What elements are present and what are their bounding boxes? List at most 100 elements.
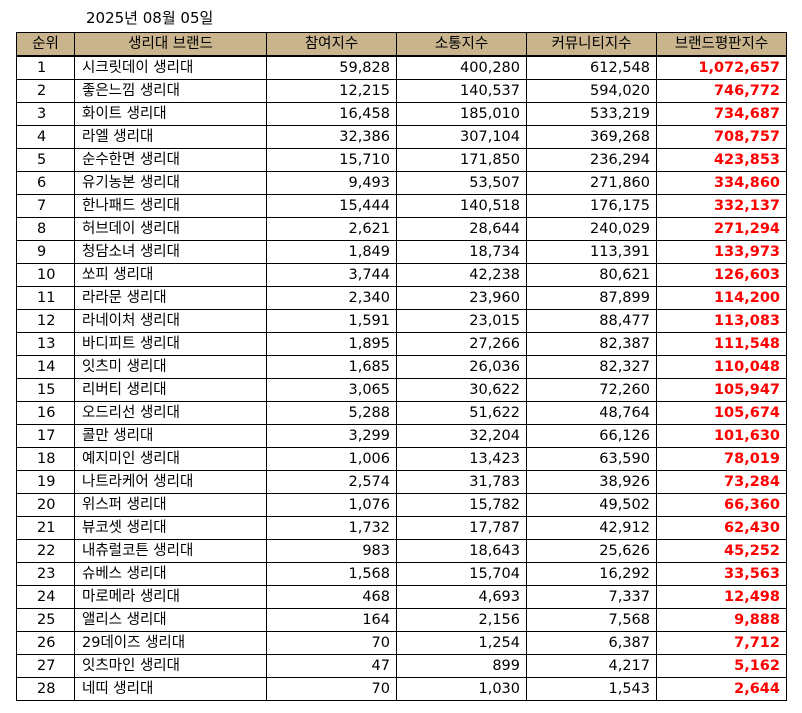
- cell-participation: 1,732: [266, 516, 397, 540]
- cell-reputation: 133,973: [656, 240, 787, 264]
- cell-rank: 25: [16, 608, 75, 632]
- header-reputation: 브랜드평판지수: [656, 32, 787, 57]
- cell-brand: 마로메라 생리대: [74, 585, 267, 609]
- cell-participation: 1,006: [266, 447, 397, 471]
- cell-participation: 12,215: [266, 79, 397, 103]
- cell-reputation: 78,019: [656, 447, 787, 471]
- table-row: 25 앨리스 생리대 164 2,156 7,568 9,888: [16, 608, 787, 632]
- cell-reputation: 126,603: [656, 263, 787, 287]
- cell-rank: 15: [16, 378, 75, 402]
- header-row: 순위 생리대 브랜드 참여지수 소통지수 커뮤니티지수 브랜드평판지수: [16, 32, 787, 57]
- cell-reputation: 45,252: [656, 539, 787, 563]
- cell-rank: 28: [16, 677, 75, 701]
- cell-community: 113,391: [526, 240, 657, 264]
- table-row: 18 예지미인 생리대 1,006 13,423 63,590 78,019: [16, 447, 787, 471]
- cell-reputation: 334,860: [656, 171, 787, 195]
- cell-communication: 18,643: [396, 539, 527, 563]
- cell-brand: 내츄럴코튼 생리대: [74, 539, 267, 563]
- table-row: 26 29데이즈 생리대 70 1,254 6,387 7,712: [16, 631, 787, 655]
- cell-communication: 18,734: [396, 240, 527, 264]
- cell-brand: 유기농본 생리대: [74, 171, 267, 195]
- cell-communication: 28,644: [396, 217, 527, 241]
- cell-brand: 바디피트 생리대: [74, 332, 267, 356]
- cell-communication: 400,280: [396, 55, 527, 80]
- header-community: 커뮤니티지수: [526, 32, 657, 57]
- cell-brand: 허브데이 생리대: [74, 217, 267, 241]
- cell-participation: 70: [266, 631, 397, 655]
- cell-communication: 171,850: [396, 148, 527, 172]
- cell-communication: 51,622: [396, 401, 527, 425]
- cell-community: 16,292: [526, 562, 657, 586]
- cell-communication: 53,507: [396, 171, 527, 195]
- cell-brand: 앨리스 생리대: [74, 608, 267, 632]
- cell-participation: 2,621: [266, 217, 397, 241]
- table-row: 19 나트라케어 생리대 2,574 31,783 38,926 73,284: [16, 470, 787, 494]
- cell-reputation: 111,548: [656, 332, 787, 356]
- cell-reputation: 12,498: [656, 585, 787, 609]
- table-row: 21 뷰코셋 생리대 1,732 17,787 42,912 62,430: [16, 516, 787, 540]
- cell-communication: 1,254: [396, 631, 527, 655]
- table-row: 17 콜만 생리대 3,299 32,204 66,126 101,630: [16, 424, 787, 448]
- table-row: 22 내츄럴코튼 생리대 983 18,643 25,626 45,252: [16, 539, 787, 563]
- cell-participation: 2,340: [266, 286, 397, 310]
- cell-reputation: 734,687: [656, 102, 787, 126]
- cell-reputation: 271,294: [656, 217, 787, 241]
- cell-rank: 11: [16, 286, 75, 310]
- cell-rank: 27: [16, 654, 75, 678]
- cell-communication: 27,266: [396, 332, 527, 356]
- table-row: 27 잇츠마인 생리대 47 899 4,217 5,162: [16, 654, 787, 678]
- cell-participation: 70: [266, 677, 397, 701]
- cell-rank: 3: [16, 102, 75, 126]
- cell-participation: 164: [266, 608, 397, 632]
- cell-brand: 콜만 생리대: [74, 424, 267, 448]
- table-row: 1 시크릿데이 생리대 59,828 400,280 612,548 1,072,657: [16, 55, 787, 80]
- table-row: 3 화이트 생리대 16,458 185,010 533,219 734,687: [16, 102, 787, 126]
- cell-communication: 2,156: [396, 608, 527, 632]
- cell-participation: 1,895: [266, 332, 397, 356]
- table-row: 15 리버티 생리대 3,065 30,622 72,260 105,947: [16, 378, 787, 402]
- cell-rank: 21: [16, 516, 75, 540]
- cell-rank: 23: [16, 562, 75, 586]
- table-body: 1 시크릿데이 생리대 59,828 400,280 612,548 1,072,657 2…: [16, 55, 787, 701]
- cell-brand: 슈베스 생리대: [74, 562, 267, 586]
- cell-participation: 47: [266, 654, 397, 678]
- table-row: 4 라엘 생리대 32,386 307,104 369,268 708,757: [16, 125, 787, 149]
- table-row: 24 마로메라 생리대 468 4,693 7,337 12,498: [16, 585, 787, 609]
- cell-community: 6,387: [526, 631, 657, 655]
- cell-community: 240,029: [526, 217, 657, 241]
- header-participation: 참여지수: [266, 32, 397, 57]
- table-row: 5 순수한면 생리대 15,710 171,850 236,294 423,853: [16, 148, 787, 172]
- cell-brand: 리버티 생리대: [74, 378, 267, 402]
- cell-participation: 3,299: [266, 424, 397, 448]
- cell-communication: 23,015: [396, 309, 527, 333]
- cell-rank: 22: [16, 539, 75, 563]
- cell-community: 533,219: [526, 102, 657, 126]
- cell-brand: 청담소녀 생리대: [74, 240, 267, 264]
- cell-community: 82,327: [526, 355, 657, 379]
- cell-community: 63,590: [526, 447, 657, 471]
- cell-participation: 9,493: [266, 171, 397, 195]
- cell-communication: 307,104: [396, 125, 527, 149]
- cell-rank: 5: [16, 148, 75, 172]
- header-brand: 생리대 브랜드: [74, 32, 267, 57]
- cell-community: 25,626: [526, 539, 657, 563]
- cell-communication: 42,238: [396, 263, 527, 287]
- cell-communication: 30,622: [396, 378, 527, 402]
- cell-participation: 59,828: [266, 55, 397, 80]
- cell-participation: 15,710: [266, 148, 397, 172]
- cell-participation: 2,574: [266, 470, 397, 494]
- cell-brand: 네띠 생리대: [74, 677, 267, 701]
- cell-brand: 잇츠마인 생리대: [74, 654, 267, 678]
- table-row: 7 한나패드 생리대 15,444 140,518 176,175 332,137: [16, 194, 787, 218]
- cell-community: 80,621: [526, 263, 657, 287]
- cell-community: 49,502: [526, 493, 657, 517]
- cell-communication: 1,030: [396, 677, 527, 701]
- cell-community: 236,294: [526, 148, 657, 172]
- cell-rank: 26: [16, 631, 75, 655]
- table-row: 16 오드리선 생리대 5,288 51,622 48,764 105,674: [16, 401, 787, 425]
- cell-reputation: 110,048: [656, 355, 787, 379]
- cell-communication: 31,783: [396, 470, 527, 494]
- cell-rank: 13: [16, 332, 75, 356]
- table-row: 20 위스퍼 생리대 1,076 15,782 49,502 66,360: [16, 493, 787, 517]
- cell-participation: 32,386: [266, 125, 397, 149]
